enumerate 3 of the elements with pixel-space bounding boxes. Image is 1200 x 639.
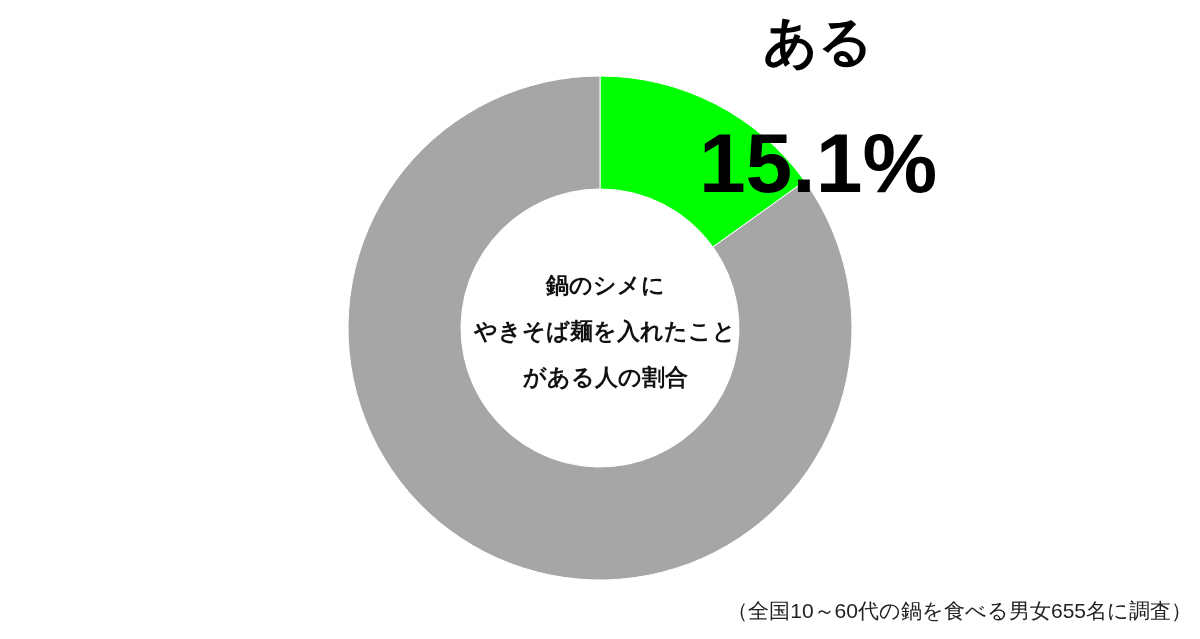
slice-label: ある — [763, 11, 873, 71]
text: （全国10～60代の鍋を食べる男女655名に調査） — [727, 599, 1193, 622]
text: 鍋のシメにやきそば麺を入れたことがある人の割合 — [473, 272, 736, 390]
